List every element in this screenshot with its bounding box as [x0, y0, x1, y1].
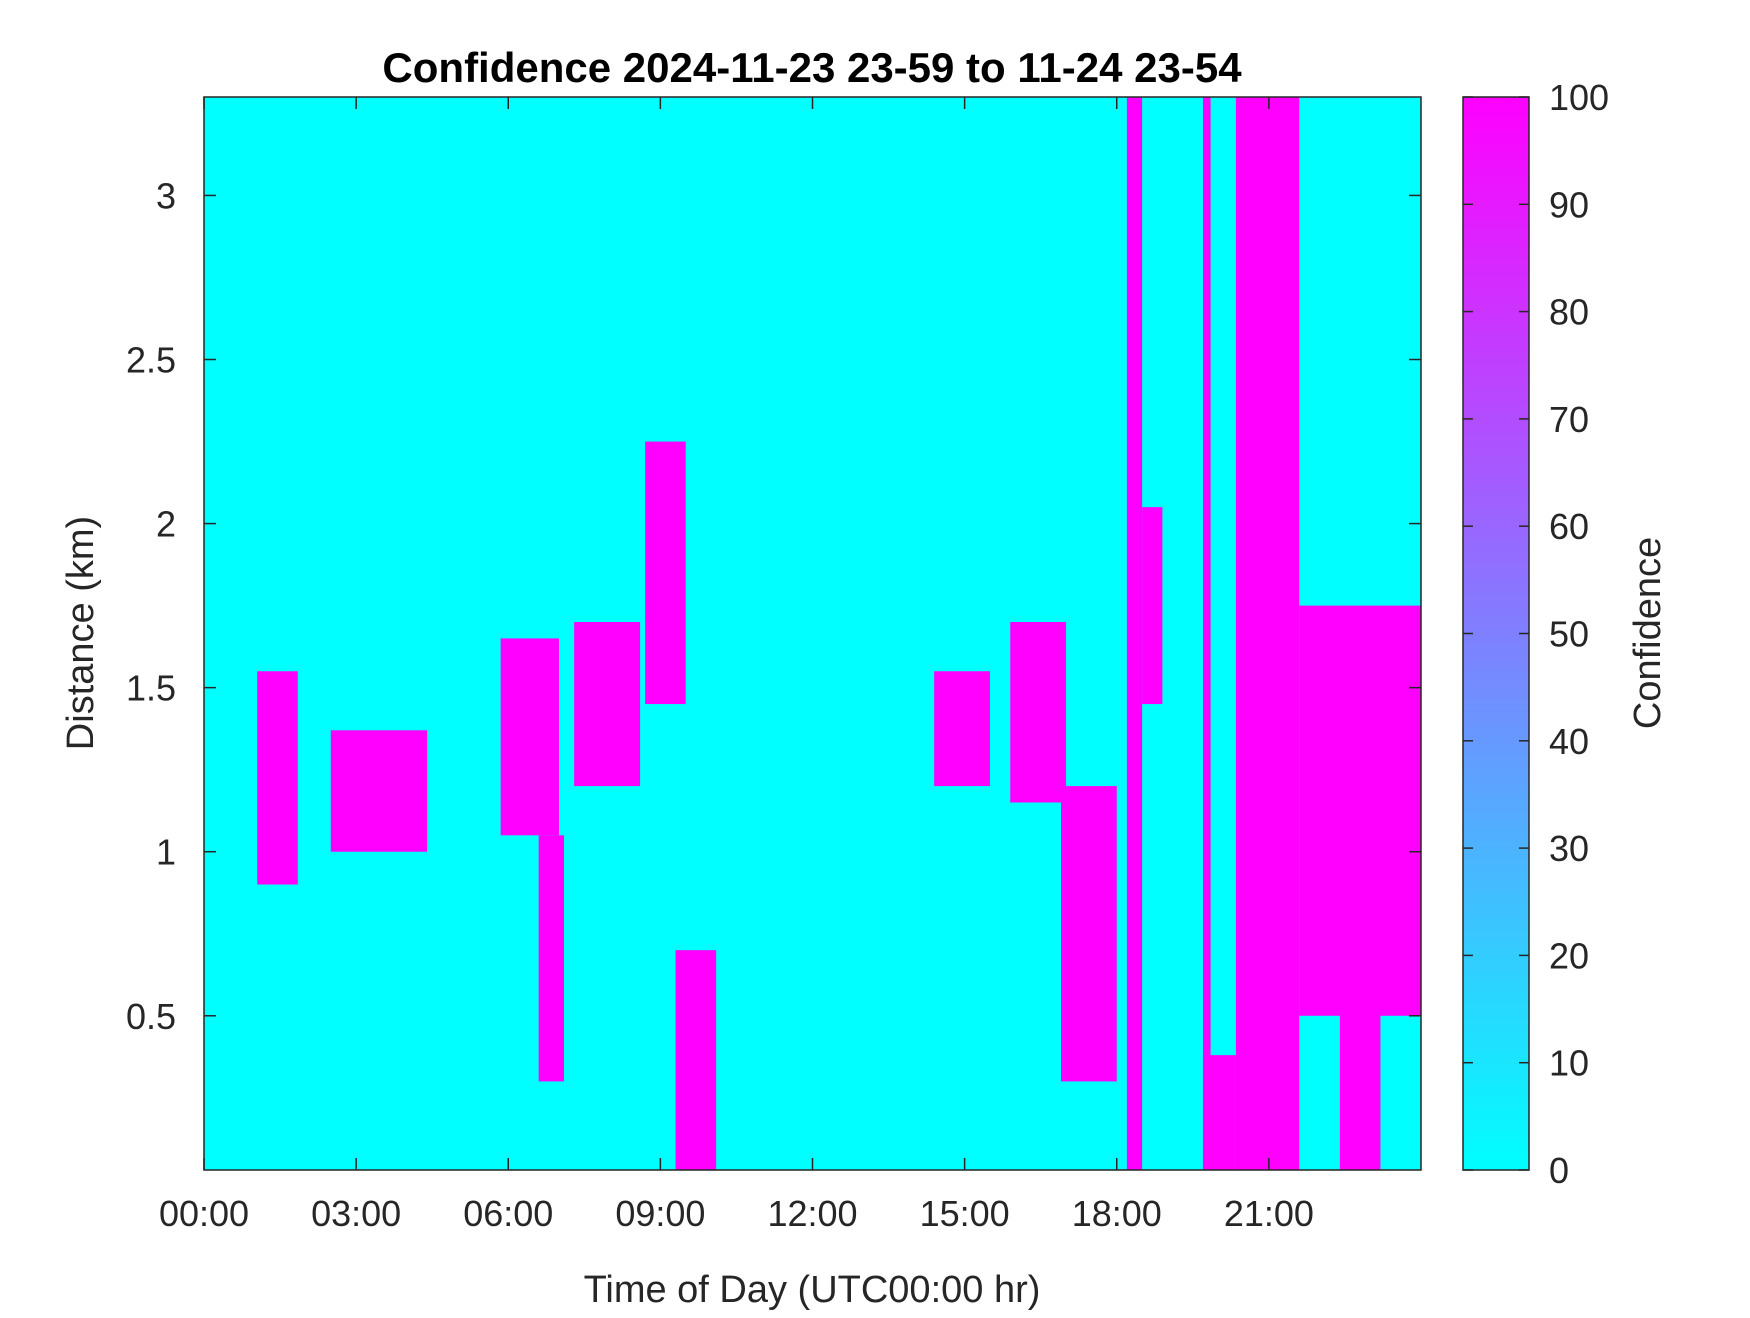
- x-axis: 00:00 03:00 06:00 09:00 12:00 15:00 18:00 21:00: [159, 97, 1314, 1234]
- y-axis-label: Distance (km): [60, 516, 102, 750]
- heatmap-region-cloud-1600: [1010, 622, 1067, 803]
- chart-title: Confidence 2024-11-23 23-59 to 11-24 23-…: [382, 44, 1242, 91]
- y-tick-label: 1: [156, 832, 176, 873]
- colorbar-ticks: 0 10 20 30 40 50 60 70 80 90 100: [1463, 77, 1609, 1191]
- heatmap-region-cloud-1400: [934, 671, 990, 787]
- heatmap-region-column-1815: [1126, 97, 1143, 1170]
- heatmap-region-cloud-0600-upper: [500, 638, 559, 836]
- colorbar-tick-label: 70: [1549, 399, 1589, 440]
- heatmap-region-cloud-0600-lower: [538, 835, 565, 1082]
- colorbar-tick-label: 90: [1549, 184, 1589, 225]
- colorbar-label: Confidence: [1627, 537, 1669, 729]
- heatmap-region-cloud-0845: [645, 441, 686, 705]
- heatmap-marks: [257, 97, 1421, 1170]
- y-tick-label: 3: [156, 175, 176, 216]
- heatmap-region-cloud-1700-descending: [1060, 786, 1117, 1082]
- x-tick-label: 21:00: [1224, 1193, 1314, 1234]
- heatmap-region-cloud-2200: [1299, 605, 1421, 1016]
- plot-background: [204, 97, 1421, 1170]
- x-tick-label: 18:00: [1072, 1193, 1162, 1234]
- heatmap-region-column-2030: [1235, 97, 1300, 1170]
- colorbar-tick-label: 60: [1549, 506, 1589, 547]
- y-tick-label: 2.5: [126, 340, 176, 381]
- x-tick-label: 09:00: [615, 1193, 705, 1234]
- x-axis-label: Time of Day (UTC00:00 hr): [584, 1269, 1041, 1311]
- colorbar-tick-label: 0: [1549, 1150, 1569, 1191]
- x-tick-label: 00:00: [159, 1193, 249, 1234]
- y-tick-label: 0.5: [126, 996, 176, 1037]
- x-tick-label: 15:00: [920, 1193, 1010, 1234]
- y-tick-label: 2: [156, 504, 176, 545]
- colorbar-tick-label: 40: [1549, 721, 1589, 762]
- colorbar-tick-label: 30: [1549, 828, 1589, 869]
- heatmap-region-cloud-2230-low: [1339, 982, 1381, 1170]
- colorbar-tick-label: 50: [1549, 614, 1589, 655]
- heatmap-region-column-1945: [1202, 97, 1211, 1170]
- x-tick-label: 12:00: [767, 1193, 857, 1234]
- heatmap-region-cloud-0230: [330, 730, 428, 852]
- y-axis: 0.5 1 1.5 2 2.5 3: [126, 175, 1421, 1037]
- x-tick-label: 03:00: [311, 1193, 401, 1234]
- y-tick-label: 1.5: [126, 668, 176, 709]
- heatmap-region-cloud-1830: [1142, 507, 1163, 705]
- colorbar-tick-label: 10: [1549, 1043, 1589, 1084]
- heatmap-region-cloud-0100: [257, 671, 298, 885]
- x-tick-label: 06:00: [463, 1193, 553, 1234]
- heatmap-region-cloud-0945-low: [675, 950, 717, 1170]
- heatmap-region-cloud-0730: [574, 622, 641, 787]
- colorbar-tick-label: 100: [1549, 77, 1609, 118]
- colorbar-tick-label: 80: [1549, 292, 1589, 333]
- colorbar-tick-label: 20: [1549, 935, 1589, 976]
